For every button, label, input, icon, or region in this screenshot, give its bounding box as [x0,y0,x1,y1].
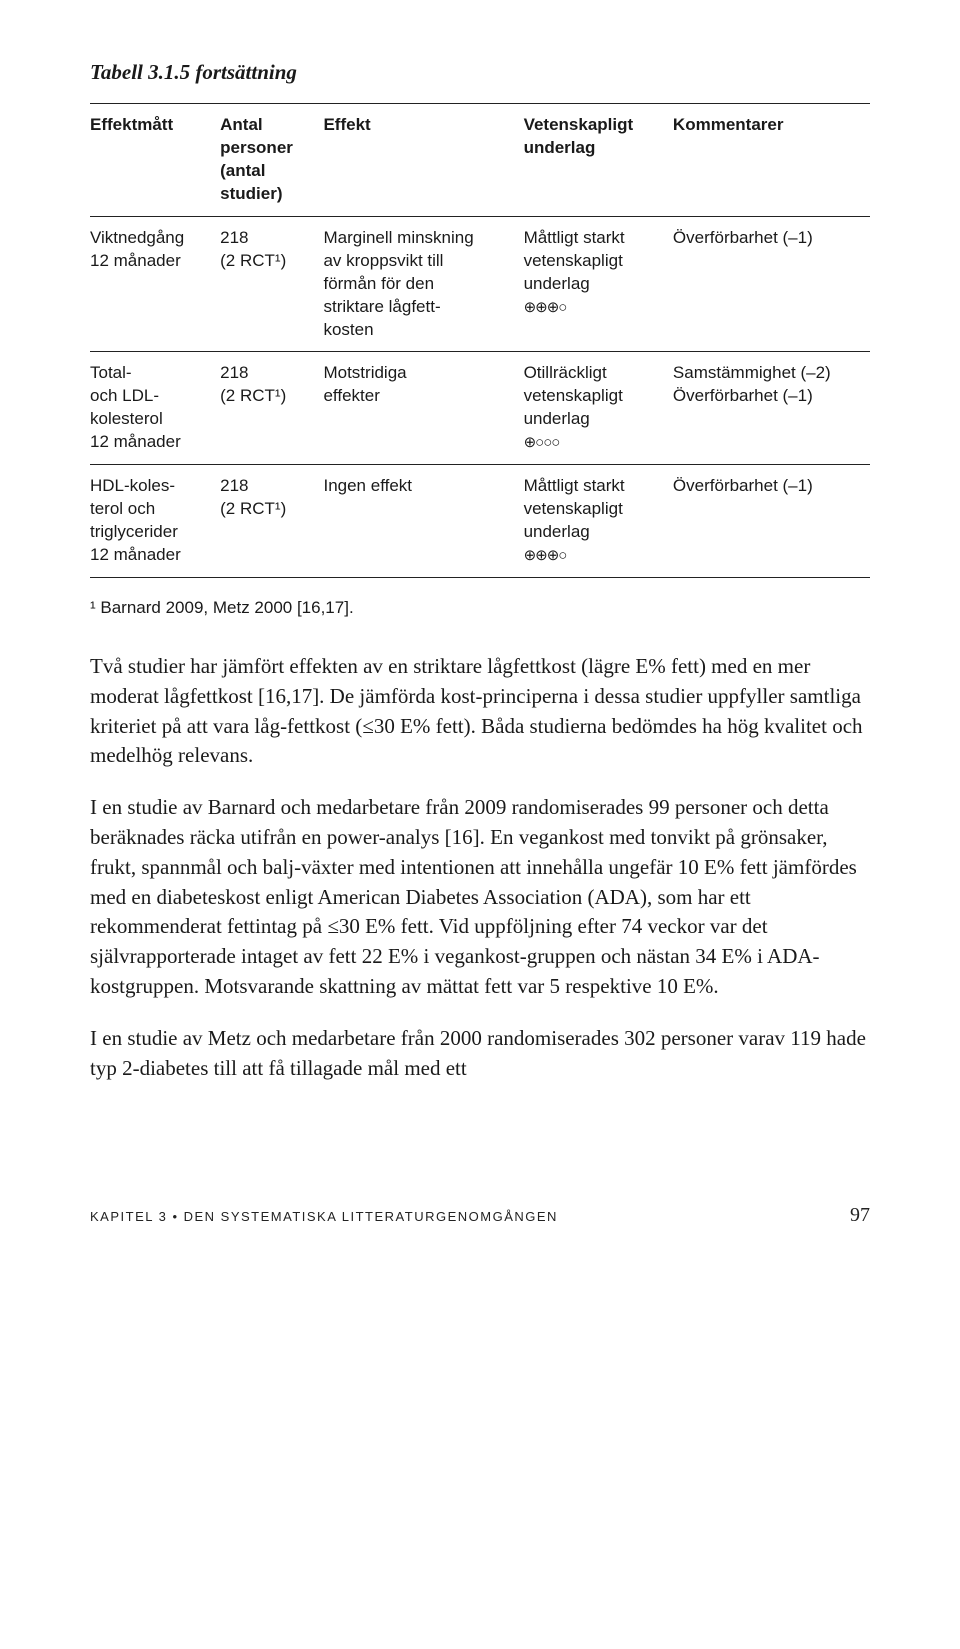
cell-effektmatt: Viktnedgång12 månader [90,216,220,352]
footer-page-number: 97 [850,1204,870,1227]
table-row: Total-och LDL-kolesterol12 månader 218(2… [90,352,870,465]
cell-effekt: Ingen effekt [323,465,523,578]
cell-antal: 218(2 RCT¹) [220,352,323,465]
table-title: Tabell 3.1.5 fortsättning [90,60,870,85]
col-header-antal: Antalpersoner(antalstudier) [220,104,323,217]
grade-symbols: ⊕⊕⊕○ [524,299,567,316]
cell-underlag: Måttligt starktvetenskapligtunderlag⊕⊕⊕○ [524,216,673,352]
cell-underlag: Måttligt starktvetenskapligtunderlag⊕⊕⊕○ [524,465,673,578]
cell-effekt: Motstridigaeffekter [323,352,523,465]
cell-effektmatt: Total-och LDL-kolesterol12 månader [90,352,220,465]
cell-kommentarer: Samstämmighet (–2)Överförbarhet (–1) [673,352,870,465]
table-row: HDL-koles-terol ochtriglycerider12 månad… [90,465,870,578]
grade-symbols: ⊕⊕⊕○ [524,547,567,564]
grade-symbols: ⊕○○○ [524,434,560,451]
cell-kommentarer: Överförbarhet (–1) [673,465,870,578]
table-footnote: ¹ Barnard 2009, Metz 2000 [16,17]. [90,598,870,618]
body-paragraph: Två studier har jämfört effekten av en s… [90,652,870,771]
cell-effekt: Marginell minskningav kroppsvikt tillför… [323,216,523,352]
col-header-effekt: Effekt [323,104,523,217]
body-paragraph: I en studie av Metz och medarbetare från… [90,1024,870,1084]
col-header-kommentarer: Kommentarer [673,104,870,217]
body-paragraph: I en studie av Barnard och medarbetare f… [90,793,870,1002]
evidence-table: Effektmått Antalpersoner(antalstudier) E… [90,103,870,578]
page-footer: KAPITEL 3 • DEN SYSTEMATISKA LITTERATURG… [90,1204,870,1227]
cell-antal: 218(2 RCT¹) [220,465,323,578]
cell-underlag: Otillräckligtvetenskapligtunderlag⊕○○○ [524,352,673,465]
col-header-vetenskapligt: Vetenskapligtunderlag [524,104,673,217]
footer-chapter: KAPITEL 3 • DEN SYSTEMATISKA LITTERATURG… [90,1209,558,1224]
cell-effektmatt: HDL-koles-terol ochtriglycerider12 månad… [90,465,220,578]
cell-antal: 218(2 RCT¹) [220,216,323,352]
cell-kommentarer: Överförbarhet (–1) [673,216,870,352]
col-header-effektmatt: Effektmått [90,104,220,217]
table-row: Viktnedgång12 månader 218(2 RCT¹) Margin… [90,216,870,352]
